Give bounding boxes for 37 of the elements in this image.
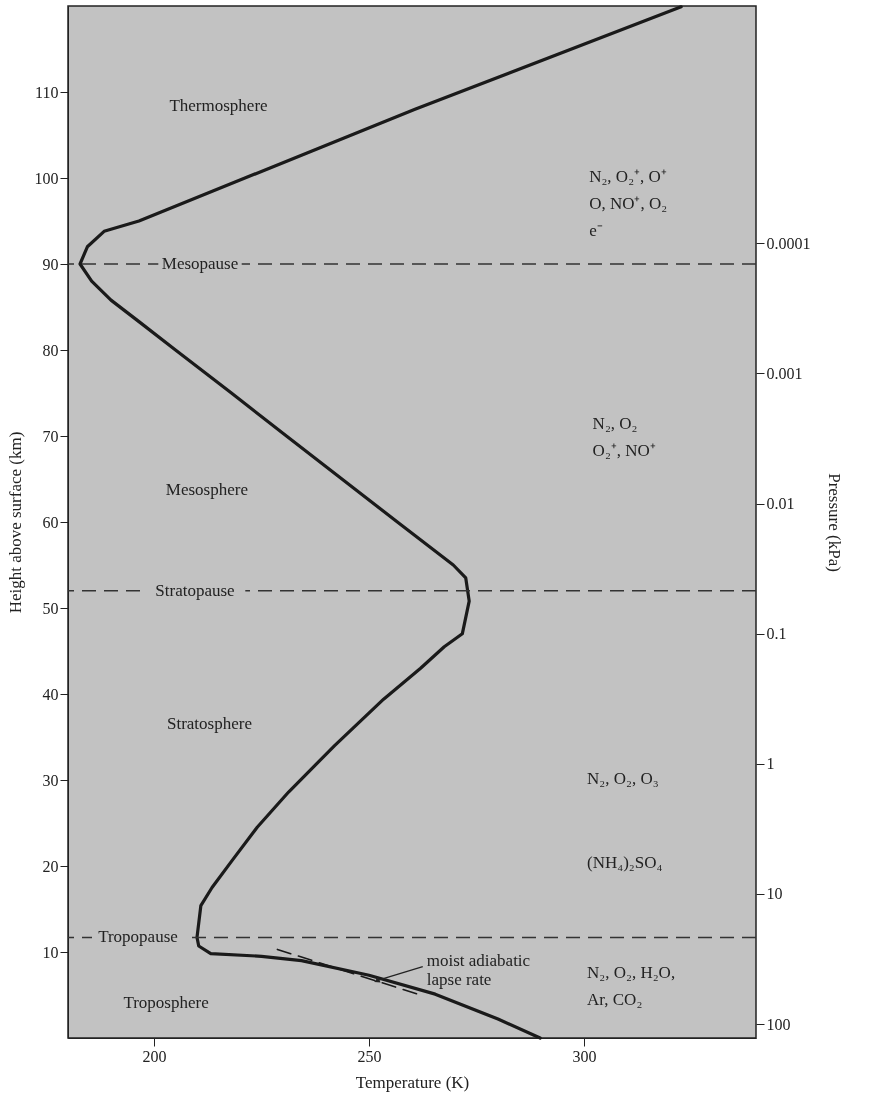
y-axis-title: Height above surface (km): [5, 431, 25, 614]
annotation: moist adiabatic lapse rate: [426, 950, 531, 989]
y2-tick-label: 0.1: [766, 625, 787, 643]
annotation: N₂, O₂⁺, O⁺ O, NO⁺, O₂ e⁻: [589, 167, 668, 241]
y2-axis-title: Pressure (kPa): [824, 473, 844, 572]
y-tick-label: 100: [34, 169, 59, 187]
y-tick-label: 80: [42, 341, 59, 359]
ref-line-label: Mesopause: [161, 254, 239, 273]
ref-line-label: Tropopause: [98, 927, 178, 947]
y2-tick-label: 1: [766, 755, 775, 773]
y2-tick-label: 100: [766, 1015, 791, 1033]
x-tick-label: 200: [142, 1047, 167, 1065]
x-axis-title: Temperature (K): [355, 1072, 470, 1092]
y-tick-label: 110: [35, 83, 59, 101]
y-tick-label: 30: [42, 771, 59, 789]
annotation: Troposphere: [123, 992, 209, 1012]
y-tick-label: 10: [42, 943, 59, 961]
annotation: N₂, O₂, H₂O, Ar, CO₂: [587, 962, 676, 1009]
y2-tick-label: 0.0001: [766, 234, 811, 252]
x-tick-label: 300: [572, 1047, 597, 1065]
y-tick-label: 40: [42, 685, 59, 703]
y2-tick-label: 0.001: [766, 364, 803, 382]
annotation: N₂, O₂ O₂⁺, NO⁺: [592, 413, 656, 460]
y-tick-label: 20: [42, 857, 59, 875]
y-tick-label: 60: [42, 513, 59, 531]
x-tick-label: 250: [357, 1047, 382, 1065]
annotation: (NH₄)₂SO₄: [587, 853, 663, 873]
y2-tick-label: 0.01: [766, 495, 795, 513]
y2-tick-label: 10: [766, 885, 783, 903]
y-tick-label: 50: [42, 599, 59, 617]
annotation: N₂, O₂, O₃: [587, 769, 659, 789]
annotation: Thermosphere: [169, 95, 268, 115]
y-tick-label: 70: [42, 427, 59, 445]
annotation: Stratosphere: [166, 714, 252, 734]
annotation: Mesosphere: [165, 480, 248, 500]
y-tick-label: 90: [42, 255, 59, 273]
ref-line-label: Stratopause: [155, 580, 235, 600]
